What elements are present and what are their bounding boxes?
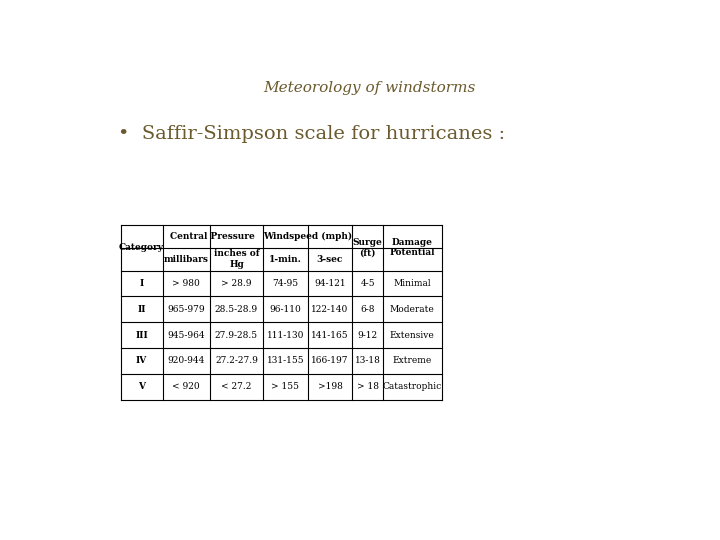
Text: > 155: > 155 bbox=[271, 382, 300, 391]
Text: 3-sec: 3-sec bbox=[317, 255, 343, 264]
Text: •  Saffir-Simpson scale for hurricanes :: • Saffir-Simpson scale for hurricanes : bbox=[118, 125, 505, 143]
Text: 74-95: 74-95 bbox=[272, 279, 298, 288]
Text: < 27.2: < 27.2 bbox=[221, 382, 252, 391]
Text: inches of
Hg: inches of Hg bbox=[214, 249, 259, 269]
Text: Minimal: Minimal bbox=[393, 279, 431, 288]
Text: V: V bbox=[138, 382, 145, 391]
Text: 9-12: 9-12 bbox=[358, 330, 378, 340]
Text: 27.9-28.5: 27.9-28.5 bbox=[215, 330, 258, 340]
Text: 6-8: 6-8 bbox=[360, 305, 375, 314]
Text: III: III bbox=[135, 330, 148, 340]
Text: 4-5: 4-5 bbox=[360, 279, 375, 288]
Text: 94-121: 94-121 bbox=[314, 279, 346, 288]
Text: 141-165: 141-165 bbox=[311, 330, 348, 340]
Text: IV: IV bbox=[136, 356, 148, 366]
Text: 131-155: 131-155 bbox=[266, 356, 304, 366]
Text: 945-964: 945-964 bbox=[168, 330, 205, 340]
Text: 122-140: 122-140 bbox=[311, 305, 348, 314]
Text: Category: Category bbox=[119, 243, 164, 252]
Text: Windspeed (mph): Windspeed (mph) bbox=[263, 232, 352, 241]
Text: 96-110: 96-110 bbox=[269, 305, 301, 314]
Text: 166-197: 166-197 bbox=[311, 356, 348, 366]
Text: Catastrophic: Catastrophic bbox=[382, 382, 442, 391]
Text: I: I bbox=[140, 279, 144, 288]
Text: Surge
(ft): Surge (ft) bbox=[353, 238, 382, 258]
Text: > 28.9: > 28.9 bbox=[221, 279, 252, 288]
Text: < 920: < 920 bbox=[173, 382, 200, 391]
Text: Meteorology of windstorms: Meteorology of windstorms bbox=[263, 82, 475, 96]
Text: > 18: > 18 bbox=[356, 382, 379, 391]
Text: 965-979: 965-979 bbox=[168, 305, 205, 314]
Text: 28.5-28.9: 28.5-28.9 bbox=[215, 305, 258, 314]
Text: Central Pressure: Central Pressure bbox=[171, 232, 255, 241]
Text: Damage
Potential: Damage Potential bbox=[390, 238, 435, 258]
Text: 13-18: 13-18 bbox=[355, 356, 381, 366]
Text: Extreme: Extreme bbox=[392, 356, 432, 366]
Text: 920-944: 920-944 bbox=[168, 356, 205, 366]
Text: millibars: millibars bbox=[164, 255, 209, 264]
Text: > 980: > 980 bbox=[172, 279, 200, 288]
Text: >198: >198 bbox=[318, 382, 343, 391]
Text: Extensive: Extensive bbox=[390, 330, 435, 340]
Text: 27.2-27.9: 27.2-27.9 bbox=[215, 356, 258, 366]
Text: Moderate: Moderate bbox=[390, 305, 435, 314]
Text: 111-130: 111-130 bbox=[266, 330, 304, 340]
Text: 1-min.: 1-min. bbox=[269, 255, 302, 264]
Text: II: II bbox=[138, 305, 146, 314]
